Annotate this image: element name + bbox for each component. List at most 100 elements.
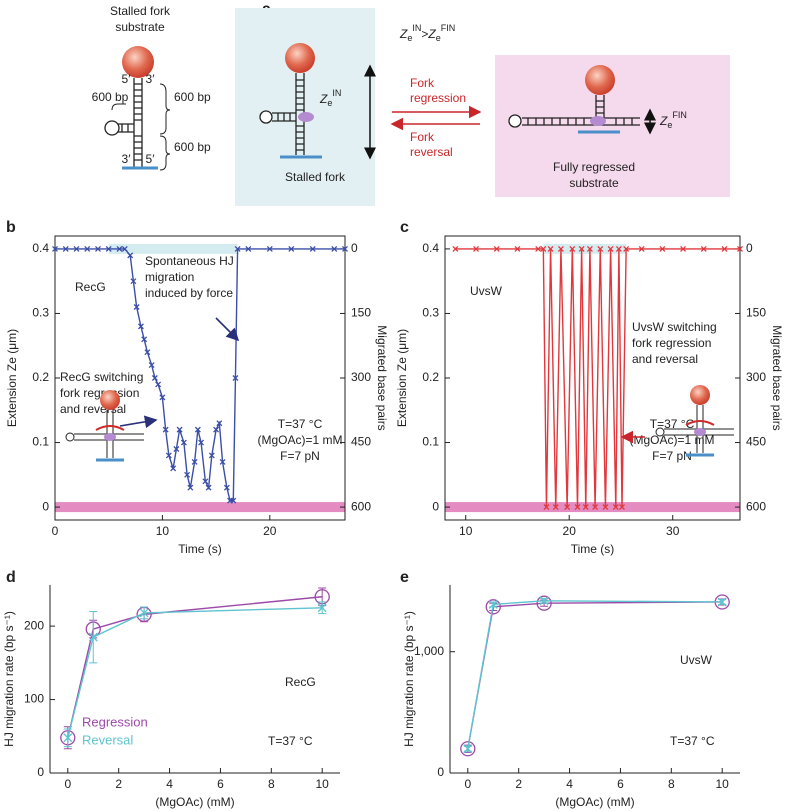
hairpin <box>104 120 120 136</box>
y2-tick-label: 450 <box>351 435 371 449</box>
annotation: and reversal <box>632 352 698 366</box>
marker <box>230 497 237 504</box>
marker <box>638 245 645 252</box>
marker <box>105 245 112 252</box>
y-tick-label: 0.1 <box>422 435 439 449</box>
marker <box>144 349 151 356</box>
icon-motion <box>95 425 125 431</box>
dna <box>522 95 640 126</box>
annotation: UvsW <box>470 284 503 298</box>
diagram-title: substrate <box>115 20 165 34</box>
marker <box>133 304 140 310</box>
marker <box>721 245 728 252</box>
marker <box>176 426 183 433</box>
y-tick-label: 0.4 <box>422 241 439 255</box>
marker <box>245 245 252 252</box>
strand-end: 5′ <box>122 72 132 86</box>
x-axis-label: (MgOAc) (mM) <box>555 795 634 809</box>
y-tick-label: 0.2 <box>422 370 439 384</box>
y-tick-label: 0 <box>37 765 44 779</box>
strand-end: 3′ <box>122 152 132 166</box>
x-tick-label: 30 <box>666 524 680 538</box>
y2-axis-label: Migrated base pairs <box>770 325 784 430</box>
x-tick-label: 10 <box>459 524 473 538</box>
dna <box>118 78 143 168</box>
marker <box>141 336 148 343</box>
state-label: substrate <box>569 176 619 190</box>
marker <box>659 245 666 252</box>
marker <box>288 245 295 252</box>
marker <box>547 245 554 252</box>
marker <box>139 608 149 618</box>
x-tick-label: 0 <box>464 777 471 791</box>
z-main: Z <box>427 27 436 41</box>
series-line <box>467 600 723 749</box>
annotation: (MgOAc)=1 mM <box>257 433 342 447</box>
z-sup: IN <box>332 88 341 98</box>
marker <box>121 245 128 252</box>
marker <box>564 504 571 511</box>
hairpin <box>508 114 522 128</box>
marker <box>552 504 559 511</box>
x-tick-label: 6 <box>617 777 624 791</box>
marker <box>130 278 137 285</box>
marker <box>514 245 521 252</box>
z-sup: FIN <box>441 23 456 33</box>
annotation: RecG <box>75 280 106 294</box>
y-tick-label: 0 <box>437 765 444 779</box>
helicase <box>590 116 606 126</box>
icon-helicase <box>104 433 116 441</box>
x-tick-label: 2 <box>115 777 122 791</box>
marker <box>680 245 687 252</box>
z-sup: IN <box>412 23 421 33</box>
length-label: 600 bp <box>92 90 129 104</box>
marker <box>737 245 743 252</box>
marker <box>602 504 609 511</box>
marker <box>194 426 201 433</box>
annotation: T=37 °C <box>278 417 323 431</box>
marker <box>187 484 194 491</box>
strand-end: 5′ <box>146 152 156 166</box>
x-tick-label: 2 <box>515 777 522 791</box>
legend-entry: Regression <box>82 714 148 729</box>
length-label: 600 bp <box>174 140 211 154</box>
y-tick-label: 0.1 <box>32 435 49 449</box>
icon-bead <box>100 390 120 410</box>
x-tick-label: 6 <box>217 777 224 791</box>
z-main: Z <box>319 92 328 106</box>
marker <box>615 245 622 252</box>
state-label: Fully regressed <box>553 160 635 174</box>
x-tick-label: 20 <box>263 524 277 538</box>
x-axis-label: Time (s) <box>571 542 615 556</box>
y-axis-label: Extension Ze (μm) <box>395 329 409 427</box>
bead <box>585 65 615 95</box>
x-tick-label: 8 <box>668 777 675 791</box>
marker <box>493 245 500 252</box>
marker <box>623 245 630 252</box>
z-sub: e <box>667 120 672 130</box>
marker <box>205 484 212 491</box>
z-label: ZeFIN <box>659 110 687 130</box>
annotation-arrow <box>119 415 158 429</box>
marker <box>586 245 593 252</box>
series-line <box>467 601 723 749</box>
marker <box>485 599 501 615</box>
marker <box>162 426 169 433</box>
marker <box>191 458 198 465</box>
annotation: T=37 °C <box>268 734 313 748</box>
marker <box>578 245 585 252</box>
relation-op: > <box>421 27 428 41</box>
annotation: RecG switching <box>60 370 143 384</box>
z-label: ZeIN <box>319 88 341 108</box>
annotation: T=37 °C <box>670 734 715 748</box>
x-tick-label: 10 <box>716 777 730 791</box>
marker <box>266 245 273 252</box>
icon-hairpin <box>655 427 665 437</box>
bead <box>285 43 315 73</box>
marker <box>62 245 69 252</box>
icon-bead <box>690 385 710 405</box>
z-main: Z <box>399 27 408 41</box>
marker <box>95 245 101 252</box>
annotation: UvsW switching <box>632 320 717 334</box>
y2-tick-label: 300 <box>351 370 371 384</box>
